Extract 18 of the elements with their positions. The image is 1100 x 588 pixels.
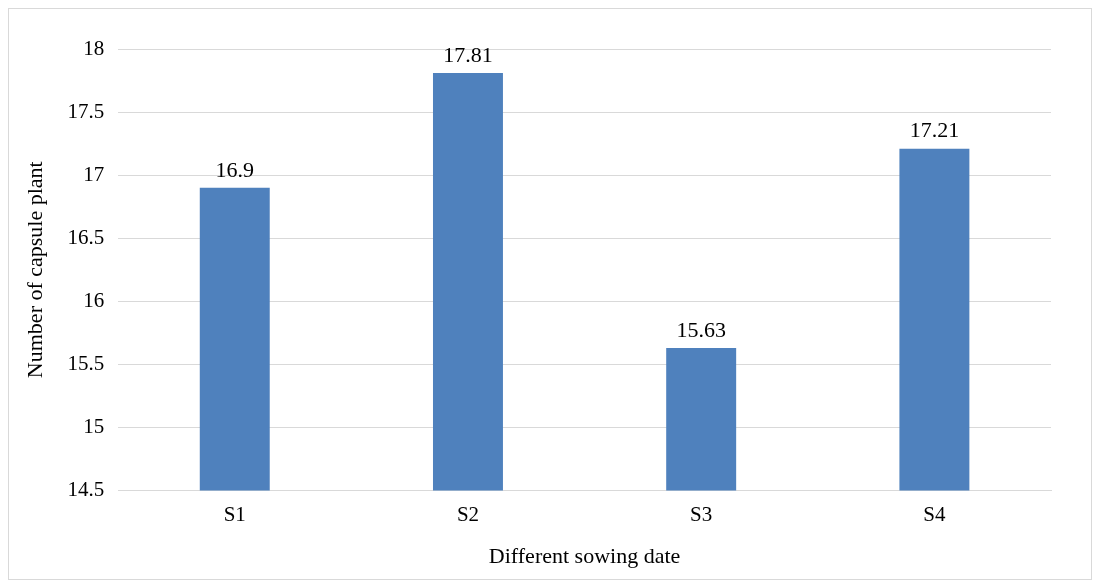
y-tick-label: 15.5 xyxy=(67,350,105,375)
y-tick-label: 17.5 xyxy=(67,98,105,123)
y-tick-label: 15 xyxy=(83,413,105,438)
x-tick-label: S1 xyxy=(223,501,246,526)
x-tick-label: S4 xyxy=(923,501,946,526)
y-axis-title: Number of capsule plant xyxy=(21,161,47,379)
y-tick-label: 16 xyxy=(83,287,105,312)
data-label: 17.81 xyxy=(443,41,493,67)
data-label: 15.63 xyxy=(676,316,726,342)
y-tick-label: 14.5 xyxy=(67,476,105,501)
x-axis-title: Different sowing date xyxy=(488,542,681,568)
x-tick-label: S2 xyxy=(456,501,480,526)
x-tick-label: S3 xyxy=(690,501,713,526)
y-tick-label: 16.5 xyxy=(67,224,105,249)
data-label: 16.9 xyxy=(215,156,255,182)
y-tick-label: 18 xyxy=(83,35,105,60)
data-label: 17.21 xyxy=(909,117,960,143)
y-tick-label: 17 xyxy=(83,161,105,186)
